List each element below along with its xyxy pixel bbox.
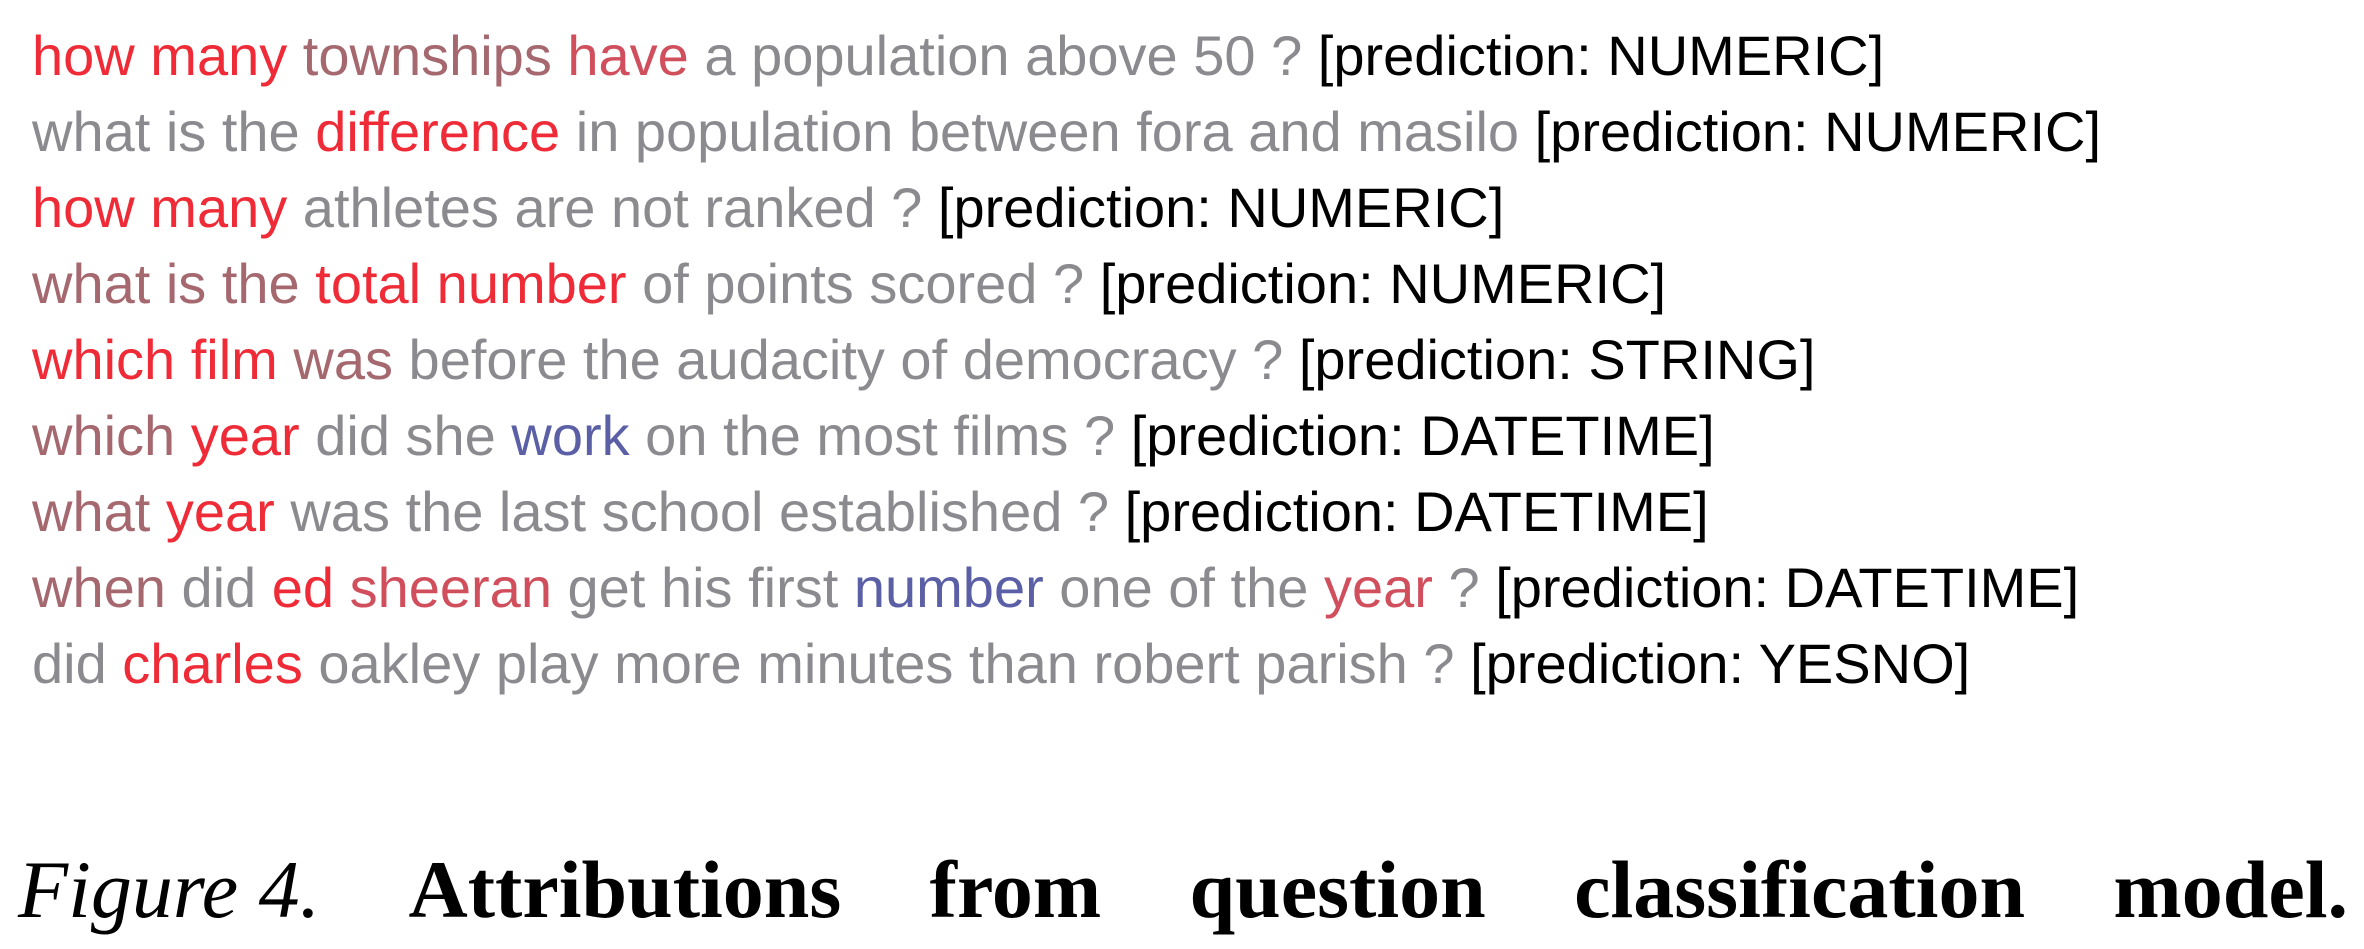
prediction-label: [prediction: NUMERIC] [1534,100,2101,163]
question-token: which [32,404,176,467]
question-token: total number [315,252,627,315]
caption-word: Attributions [408,844,842,935]
prediction-label: [prediction: NUMERIC] [1099,252,1667,315]
question-token: did [181,556,257,619]
question-token: on the most films ? [645,404,1116,467]
attribution-line: what year was the last school establishe… [32,474,2352,550]
question-token: oakley play more minutes than robert par… [318,632,1455,695]
question-token: number [853,556,1044,619]
question-token: year [1323,556,1433,619]
question-token: charles [122,632,303,695]
question-token: athletes are not ranked ? [302,176,923,239]
figure-caption: Figure 4. Attributions from question cla… [18,842,2348,938]
prediction-label: [prediction: DATETIME] [1130,404,1715,467]
question-token: was [293,328,393,391]
prediction-label: [prediction: NUMERIC] [937,176,1505,239]
question-token: how many [32,24,288,87]
question-token: before the audacity of democracy ? [408,328,1284,391]
question-token: year [165,480,275,543]
attribution-lines: how many townships have a population abo… [32,18,2352,702]
attribution-line: what is the difference in population bet… [32,94,2352,170]
question-token: ? [1448,556,1480,619]
attribution-line: when did ed sheeran get his first number… [32,550,2352,626]
prediction-label: [prediction: DATETIME] [1124,480,1709,543]
question-token: in population between fora and masilo [575,100,1520,163]
question-token: work [511,404,630,467]
question-token: which film [32,328,278,391]
prediction-label: [prediction: YESNO] [1470,632,1971,695]
question-token: when [32,556,166,619]
question-token: one of the [1059,556,1309,619]
question-token: ed [271,556,335,619]
caption-word: model. [2113,844,2348,935]
question-token: what [32,480,151,543]
prediction-label: [prediction: STRING] [1298,328,1816,391]
attribution-line: what is the total number of points score… [32,246,2352,322]
caption-label: Figure 4. [18,844,321,935]
attribution-line: how many townships have a population abo… [32,18,2352,94]
question-token: what is the [32,252,300,315]
question-token: what is the [32,100,300,163]
caption-word: from [929,844,1102,935]
question-token: a population above 50 ? [704,24,1303,87]
prediction-label: [prediction: NUMERIC] [1317,24,1885,87]
caption-word: classification [1574,844,2026,935]
question-token: of points scored ? [642,252,1085,315]
question-token: sheeran [349,556,552,619]
attribution-line: how many athletes are not ranked ? [pred… [32,170,2352,246]
question-token: difference [315,100,561,163]
question-token: how many [32,176,288,239]
question-token: get his first [567,556,839,619]
question-token: did she [315,404,496,467]
question-token: was the last school established ? [290,480,1110,543]
prediction-label: [prediction: DATETIME] [1495,556,2080,619]
attribution-line: which film was before the audacity of de… [32,322,2352,398]
question-token: have [567,24,689,87]
caption-word: question [1189,844,1486,935]
question-token: did [32,632,107,695]
question-token: year [190,404,300,467]
question-token: townships [302,24,552,87]
attribution-line: did charles oakley play more minutes tha… [32,626,2352,702]
attribution-line: which year did she work on the most film… [32,398,2352,474]
